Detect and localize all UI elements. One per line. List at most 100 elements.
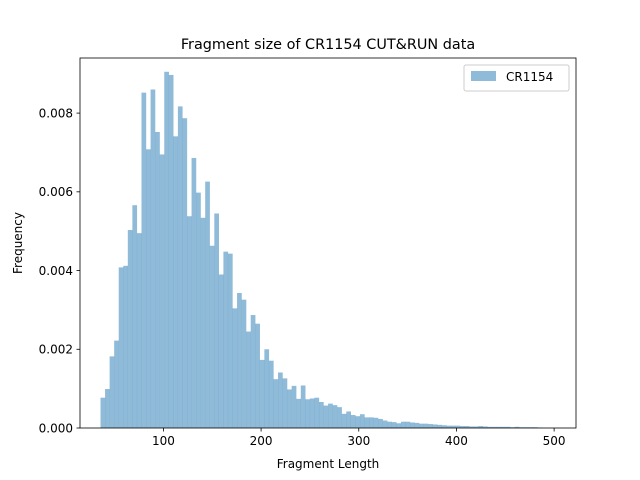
x-axis-ticks: 100 200 300 400 500 bbox=[152, 428, 566, 448]
histogram-bar bbox=[173, 136, 179, 428]
histogram-bar bbox=[346, 411, 351, 428]
y-tick-label: 0.000 bbox=[39, 421, 73, 435]
histogram-bar bbox=[182, 118, 188, 428]
histogram-bar bbox=[501, 426, 506, 428]
histogram-bar bbox=[469, 426, 474, 428]
histogram-bar bbox=[450, 425, 456, 428]
histogram-bar bbox=[387, 421, 392, 428]
histogram-bar bbox=[200, 217, 206, 428]
histogram-bar bbox=[132, 205, 138, 428]
histogram-bar bbox=[337, 407, 342, 428]
histogram-bar bbox=[410, 422, 415, 428]
plot-frame bbox=[79, 57, 577, 429]
histogram-bar bbox=[332, 405, 338, 428]
y-tick-label: 0.002 bbox=[39, 343, 73, 357]
histogram-bar bbox=[150, 89, 156, 429]
histogram-bar bbox=[191, 157, 197, 429]
histogram-bar bbox=[223, 251, 229, 428]
histogram-bar bbox=[237, 292, 242, 428]
histogram-bar bbox=[378, 418, 383, 428]
histogram-bar bbox=[146, 149, 151, 428]
histogram-bar bbox=[350, 415, 356, 428]
histogram-bar bbox=[482, 426, 488, 428]
x-tick-label: 400 bbox=[445, 434, 468, 448]
histogram-bar bbox=[369, 417, 374, 428]
histogram-bar bbox=[487, 426, 493, 428]
histogram-bar bbox=[391, 422, 397, 428]
histogram-bar bbox=[455, 425, 461, 428]
histogram-bar bbox=[473, 426, 479, 428]
y-tick-label: 0.004 bbox=[39, 264, 73, 278]
histogram-bar bbox=[364, 417, 370, 428]
histogram-bar bbox=[405, 421, 411, 428]
histogram-bar bbox=[118, 267, 124, 428]
histogram-bar bbox=[250, 315, 256, 428]
histogram-bar bbox=[141, 92, 147, 428]
histogram-bar bbox=[496, 426, 502, 428]
histogram-bar bbox=[109, 356, 115, 428]
histogram-bar bbox=[278, 372, 283, 428]
histogram-bar bbox=[514, 426, 520, 428]
y-axis-ticks: 0.000 0.002 0.004 0.006 0.008 bbox=[39, 106, 80, 435]
histogram-bar bbox=[423, 423, 429, 428]
histogram-bar bbox=[268, 360, 274, 428]
histogram-bar bbox=[437, 424, 443, 428]
legend-label: CR1154 bbox=[506, 70, 553, 84]
y-tick-label: 0.006 bbox=[39, 185, 73, 199]
histogram-bar bbox=[300, 385, 306, 428]
histogram-bar bbox=[287, 389, 292, 428]
histogram-bars bbox=[100, 71, 543, 429]
y-tick-label: 0.008 bbox=[39, 106, 73, 120]
histogram-bar bbox=[428, 424, 433, 428]
histogram-bar bbox=[100, 397, 106, 428]
histogram-bar bbox=[419, 423, 424, 428]
histogram-bar bbox=[441, 425, 447, 428]
histogram-bar bbox=[318, 402, 324, 428]
histogram-bar bbox=[432, 424, 438, 428]
histogram-bar bbox=[227, 253, 233, 428]
histogram-bar bbox=[123, 265, 128, 428]
x-tick-label: 500 bbox=[543, 434, 566, 448]
histogram-bar bbox=[355, 416, 361, 428]
histogram-bar bbox=[478, 426, 483, 428]
histogram-bar bbox=[232, 308, 238, 428]
histogram-bar bbox=[328, 403, 333, 428]
chart-title: Fragment size of CR1154 CUT&RUN data bbox=[181, 37, 475, 53]
y-axis-label: Frequency bbox=[11, 212, 25, 274]
x-axis-label: Fragment Length bbox=[277, 457, 380, 471]
histogram-bar bbox=[505, 426, 511, 428]
histogram-bar bbox=[341, 413, 347, 428]
legend-swatch bbox=[471, 71, 496, 81]
histogram-bar bbox=[255, 323, 260, 428]
histogram-bar bbox=[273, 379, 279, 428]
histogram-bar bbox=[373, 417, 379, 428]
histogram-bar bbox=[205, 181, 210, 428]
histogram-bar bbox=[168, 74, 174, 429]
histogram-bar bbox=[214, 213, 219, 428]
histogram-bar bbox=[305, 399, 311, 428]
histogram-bar bbox=[105, 389, 110, 428]
histogram-bar bbox=[155, 132, 160, 428]
histogram-bar bbox=[314, 397, 320, 428]
histogram-bar bbox=[282, 378, 288, 428]
histogram-bar bbox=[296, 398, 301, 428]
histogram-bar bbox=[309, 398, 315, 428]
histogram-bar bbox=[177, 106, 183, 428]
histogram-bar bbox=[323, 405, 329, 428]
histogram-bar bbox=[400, 421, 406, 428]
histogram-bar bbox=[396, 423, 402, 428]
x-tick-label: 100 bbox=[152, 434, 175, 448]
histogram-bar bbox=[291, 385, 297, 428]
histogram-bar bbox=[382, 420, 388, 428]
histogram-bar bbox=[446, 425, 452, 428]
histogram-bar bbox=[218, 274, 224, 428]
histogram-bar bbox=[464, 426, 470, 428]
histogram-bar bbox=[264, 349, 270, 428]
histogram-bar bbox=[359, 414, 365, 428]
histogram-bar bbox=[127, 230, 133, 428]
histogram-bar bbox=[259, 359, 265, 428]
histogram-bar bbox=[136, 233, 142, 428]
histogram-bar bbox=[209, 245, 215, 428]
histogram-bar bbox=[414, 422, 420, 428]
